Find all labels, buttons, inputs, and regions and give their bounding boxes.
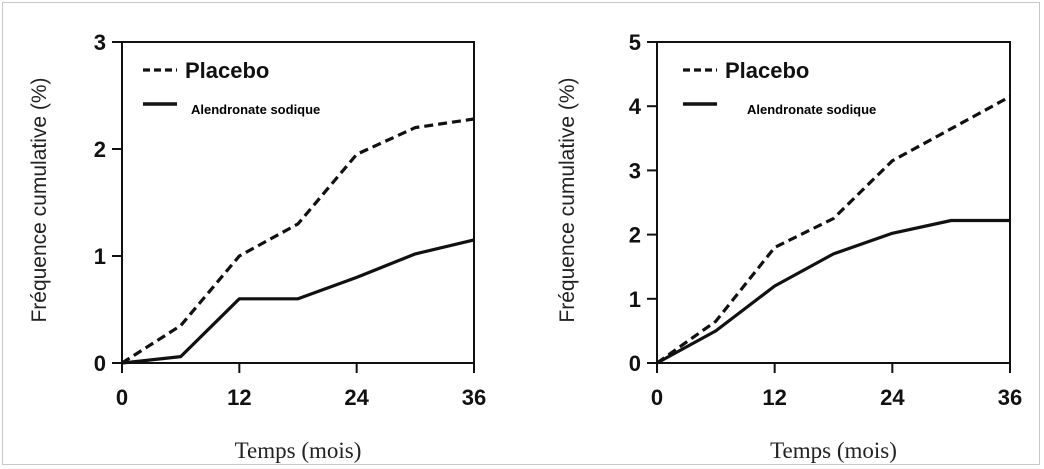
legend-label-alendronate: Alendronate sodique bbox=[191, 102, 320, 117]
plot-area-border bbox=[121, 41, 475, 364]
y-tick-label: 3 bbox=[629, 158, 641, 183]
x-tick-label: 24 bbox=[344, 385, 369, 410]
x-tick-label: 12 bbox=[762, 385, 786, 410]
x-tick-label: 0 bbox=[116, 385, 128, 410]
y-tick-label: 4 bbox=[629, 94, 642, 119]
legend-label-background bbox=[737, 92, 937, 118]
x-tick-label: 0 bbox=[651, 385, 663, 410]
series-line-alendronate bbox=[121, 238, 475, 365]
x-axis-label: Temps (mois) bbox=[770, 438, 897, 463]
x-axis-label: Temps (mois) bbox=[235, 438, 362, 463]
series-line-placebo bbox=[121, 117, 475, 365]
y-axis-label: Fréquence cumulative (%) bbox=[28, 77, 51, 322]
legend-label-placebo: Placebo bbox=[725, 58, 809, 83]
y-tick-label: 3 bbox=[94, 30, 106, 55]
y-tick-label: 1 bbox=[629, 287, 641, 312]
y-tick-label: 0 bbox=[94, 351, 106, 376]
legend-label-alendronate: Alendronate sodique bbox=[747, 102, 876, 117]
y-tick-label: 2 bbox=[629, 223, 641, 248]
x-tick-label: 24 bbox=[880, 385, 905, 410]
legend-label-placebo: Placebo bbox=[185, 58, 269, 83]
legend-label-background bbox=[181, 92, 381, 118]
x-tick-label: 12 bbox=[227, 385, 251, 410]
y-tick-label: 0 bbox=[629, 351, 641, 376]
x-tick-label: 36 bbox=[998, 385, 1022, 410]
y-tick-label: 1 bbox=[94, 244, 106, 269]
x-tick-label: 36 bbox=[462, 385, 486, 410]
y-axis-label: Fréquence cumulative (%) bbox=[556, 77, 579, 322]
y-tick-label: 2 bbox=[94, 137, 106, 162]
series-line-alendronate bbox=[656, 218, 1010, 365]
plot-area-border bbox=[656, 41, 1011, 364]
y-tick-label: 5 bbox=[629, 30, 641, 55]
series-line-placebo bbox=[656, 95, 1011, 365]
